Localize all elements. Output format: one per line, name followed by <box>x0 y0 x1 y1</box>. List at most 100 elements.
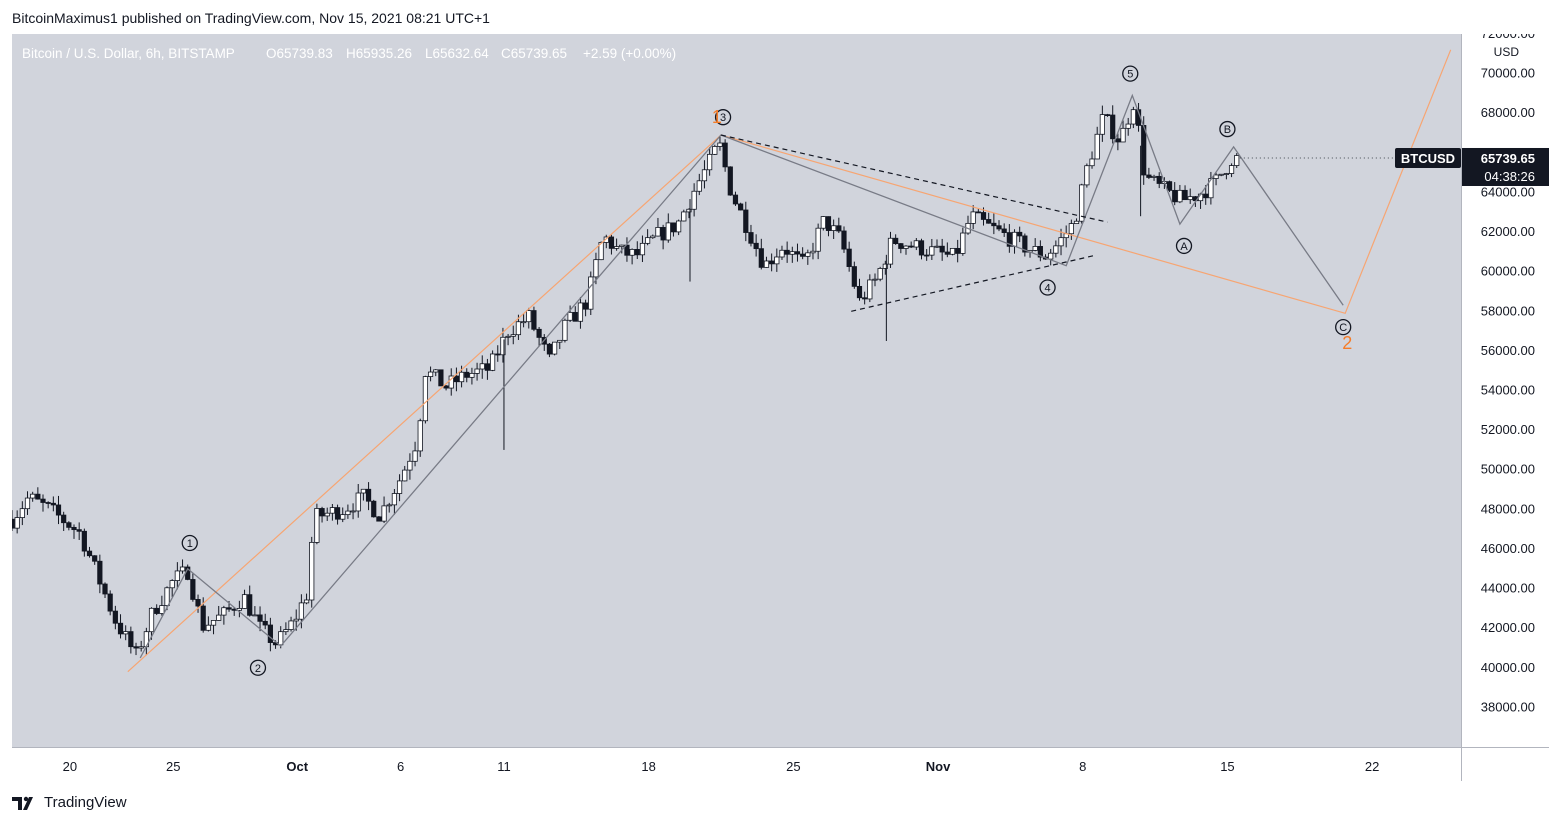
candle-body <box>1151 175 1157 178</box>
wave-label-5: 5 <box>1127 69 1133 81</box>
candle-body <box>293 618 299 622</box>
candle-body <box>1094 133 1100 160</box>
candle-body <box>45 502 51 504</box>
candle-body <box>210 620 217 626</box>
candle-body <box>474 368 480 374</box>
candle-body <box>980 212 987 220</box>
candle-body <box>221 607 227 616</box>
candle-body <box>1110 114 1116 140</box>
wave-label-1: 1 <box>187 538 193 550</box>
y-tick-label: 50000.00 <box>1481 462 1535 477</box>
candle-body <box>639 242 646 256</box>
candle-body <box>1223 173 1229 175</box>
candle-body <box>846 248 852 267</box>
x-tick-label: 8 <box>1079 759 1086 774</box>
candle-body <box>536 328 542 338</box>
candle-body <box>572 312 578 322</box>
candle-body <box>1006 232 1012 247</box>
candle-body <box>1104 114 1111 117</box>
candle-body <box>195 599 201 607</box>
candle-body <box>769 260 775 265</box>
candle-body <box>205 624 211 631</box>
candle-body <box>402 469 408 482</box>
candle-body <box>918 240 925 256</box>
candle-body <box>836 225 842 232</box>
candle-body <box>655 227 661 237</box>
wave-label-ring <box>181 534 198 552</box>
symbol-tag: BTCUSD <box>1401 151 1455 166</box>
candle-body <box>1079 184 1085 222</box>
plot-area <box>12 34 1461 747</box>
candle-body <box>495 353 501 356</box>
y-tick-label: 58000.00 <box>1481 303 1535 318</box>
candle-body <box>138 646 144 649</box>
candle-body <box>1172 189 1178 203</box>
candle-body <box>1022 235 1028 253</box>
candle-body <box>1017 231 1023 237</box>
chart-frame[interactable]: 1 2 3 4 5 A B C 1 2 38000.00 40000.00 42000.00 44000… <box>12 34 1549 781</box>
candle-body <box>800 253 806 257</box>
wave-label-ring <box>1122 65 1139 82</box>
candle-body <box>252 614 258 617</box>
tradingview-logo[interactable]: TradingView <box>12 794 127 811</box>
candle-body <box>717 142 723 147</box>
candle-body <box>825 216 832 231</box>
candle-body <box>867 279 873 300</box>
legend-change: +2.59 (+0.00%) <box>583 46 676 61</box>
candle-body <box>851 266 857 287</box>
candle-body <box>1130 109 1136 125</box>
y-tick-label: 46000.00 <box>1481 541 1535 556</box>
candle-body <box>123 631 129 635</box>
candle-body <box>670 222 677 233</box>
candle-body <box>805 252 811 257</box>
candle-body <box>288 620 294 630</box>
y-tick-label: 44000.00 <box>1481 581 1535 596</box>
candle-body <box>19 508 25 518</box>
candle-body <box>660 227 666 241</box>
candle-body <box>629 249 635 256</box>
candle-body <box>986 219 992 224</box>
y-tick-label: 64000.00 <box>1481 184 1535 199</box>
candle-body <box>86 550 93 557</box>
x-tick-label: 6 <box>397 759 404 774</box>
candle-body <box>148 607 155 633</box>
price-chart[interactable]: 1 2 3 4 5 A B C 1 2 38000.00 40000.00 42000.00 44000… <box>12 34 1549 781</box>
candle-body <box>102 583 108 595</box>
candle-body <box>862 297 868 300</box>
candle-body <box>112 610 118 624</box>
candle-body <box>438 369 444 387</box>
ohlc-legend: Bitcoin / U.S. Dollar, 6h, BITSTAMP O657… <box>22 46 676 61</box>
candle-body <box>676 220 682 233</box>
y-tick-label: 54000.00 <box>1481 383 1535 398</box>
candle-body <box>345 510 351 516</box>
candle-body <box>991 222 997 227</box>
candle-body <box>1053 245 1059 254</box>
candle-body <box>1084 165 1090 186</box>
candle-body <box>81 530 87 552</box>
triangle-trendline <box>720 134 1108 223</box>
candle-body <box>417 420 423 452</box>
candle-body <box>133 646 139 649</box>
time-axis-bg <box>12 747 1549 781</box>
x-tick-label: 11 <box>497 759 511 774</box>
candle-body <box>1213 174 1219 179</box>
wave-label-ring <box>1219 120 1236 138</box>
candle-body <box>645 237 651 244</box>
candle-body <box>593 259 599 278</box>
candle-body <box>107 593 113 612</box>
y-tick-label: 42000.00 <box>1481 620 1535 635</box>
candle-body <box>448 375 454 389</box>
candle-body <box>924 254 930 257</box>
candle-body <box>913 240 919 248</box>
candle-body <box>1037 246 1043 258</box>
candle-body <box>732 194 739 205</box>
brand-name: TradingView <box>44 794 127 811</box>
candle-body <box>179 566 186 572</box>
candle-body <box>515 321 522 336</box>
candle-body <box>381 505 387 522</box>
candle-body <box>30 493 36 499</box>
candle-body <box>314 508 320 543</box>
candle-body <box>944 251 950 255</box>
candle-body <box>820 216 826 229</box>
symbol-tag-bg <box>1395 147 1461 168</box>
